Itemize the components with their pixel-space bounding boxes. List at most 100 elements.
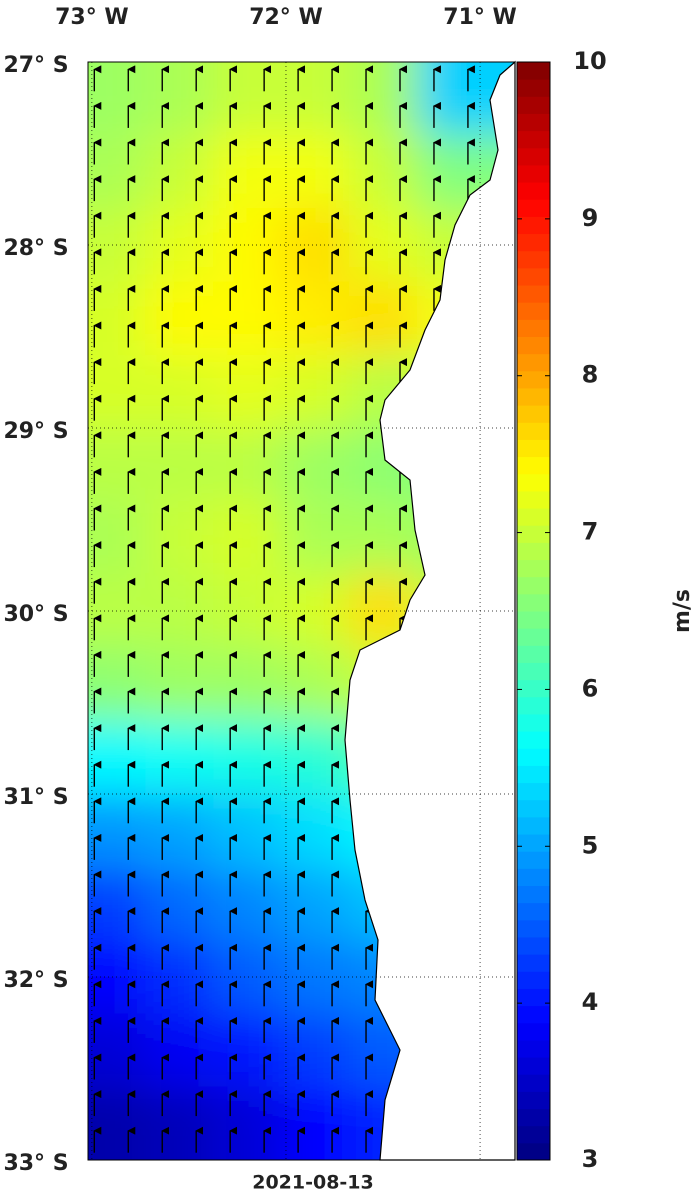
colorbar-step bbox=[517, 508, 550, 526]
speed-cell bbox=[213, 354, 282, 428]
colorbar-step bbox=[517, 628, 550, 646]
speed-cell bbox=[145, 501, 214, 575]
speed-cell bbox=[88, 62, 146, 136]
speed-cell bbox=[213, 62, 282, 136]
colorbar-step bbox=[517, 1142, 550, 1161]
colorbar-step bbox=[517, 559, 550, 578]
colorbar-step bbox=[517, 319, 550, 337]
speed-cell bbox=[145, 1086, 214, 1160]
colorbar-step bbox=[517, 285, 550, 303]
colorbar: 3 4 5 6 7 8 9 10 bbox=[516, 47, 607, 1173]
colorbar-step bbox=[517, 902, 550, 921]
speed-cell bbox=[281, 501, 350, 575]
colorbar-step bbox=[517, 885, 550, 904]
speed-cell bbox=[145, 208, 214, 282]
colorbar-step bbox=[517, 405, 550, 423]
speed-cell bbox=[281, 135, 350, 209]
colorbar-step bbox=[517, 96, 550, 114]
grid bbox=[88, 61, 515, 1161]
colorbar-step bbox=[517, 576, 550, 595]
colorbar-step bbox=[517, 954, 550, 972]
colorbar-tick-label: 7 bbox=[582, 518, 599, 546]
speed-cell bbox=[349, 62, 417, 136]
colorbar-tick-label: 6 bbox=[582, 674, 599, 702]
colorbar-step bbox=[517, 834, 550, 852]
colorbar-step bbox=[517, 645, 550, 663]
y-tick-label: 33° S bbox=[3, 1151, 68, 1176]
colorbar-step bbox=[517, 713, 550, 732]
colorbar-step bbox=[517, 216, 550, 235]
colorbar-step bbox=[517, 439, 550, 458]
speed-cell bbox=[88, 354, 146, 428]
speed-cell bbox=[213, 720, 282, 794]
colorbar-step bbox=[517, 988, 550, 1007]
colorbar-step bbox=[517, 765, 550, 784]
colorbar-step bbox=[517, 851, 550, 869]
colorbar-step bbox=[517, 387, 550, 406]
speed-cell bbox=[145, 1013, 214, 1087]
speed-cell bbox=[281, 428, 350, 502]
colorbar-step bbox=[517, 1091, 550, 1110]
speed-cell bbox=[88, 1086, 146, 1160]
speed-cell bbox=[213, 867, 282, 941]
x-tick-label: 71° W bbox=[443, 5, 517, 30]
colorbar-step bbox=[517, 542, 550, 561]
x-tick-label: 72° W bbox=[249, 5, 323, 30]
speed-cell bbox=[281, 354, 350, 428]
colorbar-step bbox=[517, 919, 550, 938]
colorbar-step bbox=[517, 971, 550, 989]
speed-cell bbox=[88, 135, 146, 209]
colorbar-tick-label: 4 bbox=[582, 988, 599, 1016]
speed-cell bbox=[145, 135, 214, 209]
colorbar-step bbox=[517, 147, 550, 166]
colorbar-step bbox=[517, 679, 550, 698]
colorbar-step bbox=[517, 233, 550, 252]
colorbar-step bbox=[517, 816, 550, 835]
y-tick-label: 30° S bbox=[3, 602, 68, 627]
speed-cell bbox=[281, 720, 350, 794]
speed-cell bbox=[213, 281, 282, 355]
colorbar-tick-label: 3 bbox=[582, 1145, 599, 1173]
y-tick-label: 27° S bbox=[3, 53, 68, 78]
colorbar-step bbox=[517, 731, 550, 749]
x-tick-label: 73° W bbox=[55, 5, 129, 30]
colorbar-step bbox=[517, 473, 550, 492]
speed-cell bbox=[145, 62, 214, 136]
y-tick-label: 32° S bbox=[3, 968, 68, 993]
speed-cell bbox=[145, 574, 214, 648]
colorbar-step bbox=[517, 336, 550, 355]
speed-cell bbox=[145, 867, 214, 941]
speed-cell bbox=[145, 354, 214, 428]
colorbar-step bbox=[517, 130, 550, 149]
speed-cell bbox=[213, 1086, 282, 1160]
colorbar-frame bbox=[516, 61, 551, 1161]
speed-cell bbox=[145, 720, 214, 794]
colorbar-step bbox=[517, 1057, 550, 1075]
y-tick-label: 29° S bbox=[3, 419, 68, 444]
speed-cell bbox=[145, 794, 214, 868]
speed-cell bbox=[213, 574, 282, 648]
speed-cell bbox=[281, 1013, 350, 1087]
colorbar-tick-label: 9 bbox=[582, 204, 599, 232]
colorbar-step bbox=[517, 593, 550, 612]
speed-cell bbox=[88, 794, 146, 868]
speed-cell bbox=[145, 647, 214, 721]
speed-cell bbox=[145, 940, 214, 1014]
land bbox=[344, 60, 516, 1161]
colorbar-step bbox=[517, 490, 550, 509]
plot-frame bbox=[87, 61, 516, 1161]
y-tick-label: 31° S bbox=[3, 785, 68, 810]
colorbar-step bbox=[517, 250, 550, 269]
colorbar-tick-label: 5 bbox=[582, 831, 599, 859]
colorbar-step bbox=[517, 782, 550, 801]
speed-cell bbox=[281, 647, 350, 721]
colorbar-step bbox=[517, 1022, 550, 1041]
colorbar-step bbox=[517, 868, 550, 886]
speed-cell bbox=[88, 281, 146, 355]
speed-cell bbox=[213, 501, 282, 575]
colorbar-label: m/s bbox=[670, 589, 692, 633]
colorbar-step bbox=[517, 182, 550, 200]
colorbar-step bbox=[517, 662, 550, 681]
speed-cell bbox=[281, 281, 350, 355]
